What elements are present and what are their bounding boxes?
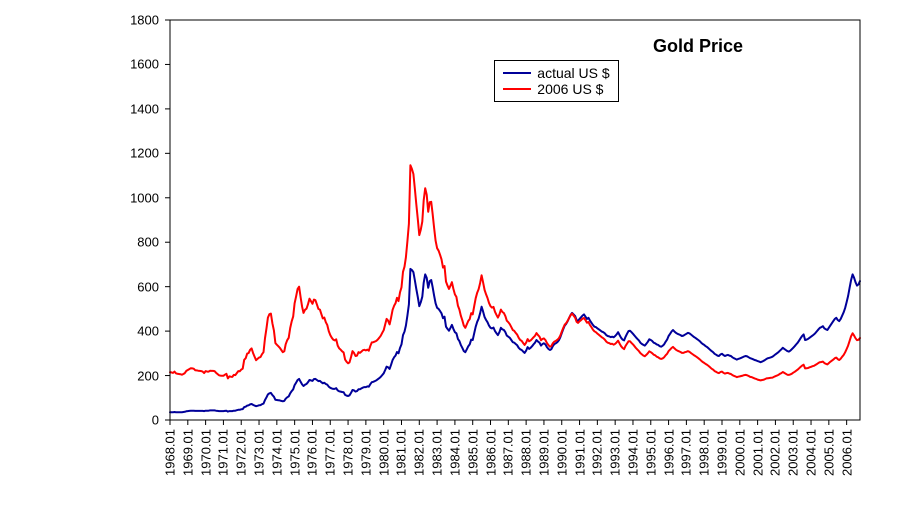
x-tick-label: 1984.01 [447,429,462,476]
x-tick-label: 1989.01 [536,429,551,476]
x-tick-label: 1974.01 [269,429,284,476]
gold-price-chart: Gold Price actual US $2006 US $ 0 200 400 6… [0,0,900,507]
x-tick-label: 1971.01 [216,429,231,476]
x-tick-label: 1998.01 [697,429,712,476]
x-tick-label: 1972.01 [234,429,249,476]
x-tick-label: 1987.01 [501,429,516,476]
x-tick-label: 1994.01 [625,429,640,476]
x-tick-label: 1986.01 [483,429,498,476]
x-tick-label: 2000.01 [732,429,747,476]
y-tick-label: 1200 [0,146,159,161]
x-tick-label: 1999.01 [715,429,730,476]
legend: actual US $2006 US $ [494,60,618,102]
x-tick-label: 1983.01 [430,429,445,476]
x-tick-label: 1988.01 [519,429,534,476]
x-tick-label: 2001.01 [750,429,765,476]
y-tick-label: 1000 [0,190,159,205]
x-tick-label: 2002.01 [768,429,783,476]
y-tick-label: 800 [0,235,159,250]
x-tick-label: 2005.01 [821,429,836,476]
legend-entry: 2006 US $ [503,81,609,97]
y-tick-label: 1800 [0,13,159,28]
legend-entry: actual US $ [503,65,609,81]
y-tick-label: 0 [0,413,159,428]
x-tick-label: 1969.01 [180,429,195,476]
y-tick-label: 200 [0,368,159,383]
x-tick-label: 2006.01 [839,429,854,476]
x-tick-label: 1968.01 [163,429,178,476]
y-tick-label: 600 [0,279,159,294]
x-tick-label: 1979.01 [358,429,373,476]
x-tick-label: 1977.01 [323,429,338,476]
x-tick-label: 1990.01 [554,429,569,476]
x-tick-label: 1985.01 [465,429,480,476]
x-tick-label: 1996.01 [661,429,676,476]
x-tick-label: 1970.01 [198,429,213,476]
x-tick-label: 1995.01 [643,429,658,476]
chart-title: Gold Price [653,36,743,57]
x-tick-label: 1976.01 [305,429,320,476]
x-tick-label: 1981.01 [394,429,409,476]
x-tick-label: 1991.01 [572,429,587,476]
y-tick-label: 400 [0,324,159,339]
legend-swatch [503,88,531,90]
legend-swatch [503,72,531,74]
legend-label: 2006 US $ [537,81,603,97]
x-tick-label: 2004.01 [804,429,819,476]
x-tick-label: 1993.01 [608,429,623,476]
x-tick-label: 1973.01 [252,429,267,476]
x-tick-label: 1978.01 [341,429,356,476]
x-tick-label: 2003.01 [786,429,801,476]
x-tick-label: 1992.01 [590,429,605,476]
x-tick-label: 1997.01 [679,429,694,476]
y-tick-label: 1400 [0,101,159,116]
x-tick-label: 1980.01 [376,429,391,476]
y-tick-label: 1600 [0,57,159,72]
x-tick-label: 1975.01 [287,429,302,476]
legend-label: actual US $ [537,65,609,81]
x-tick-label: 1982.01 [412,429,427,476]
